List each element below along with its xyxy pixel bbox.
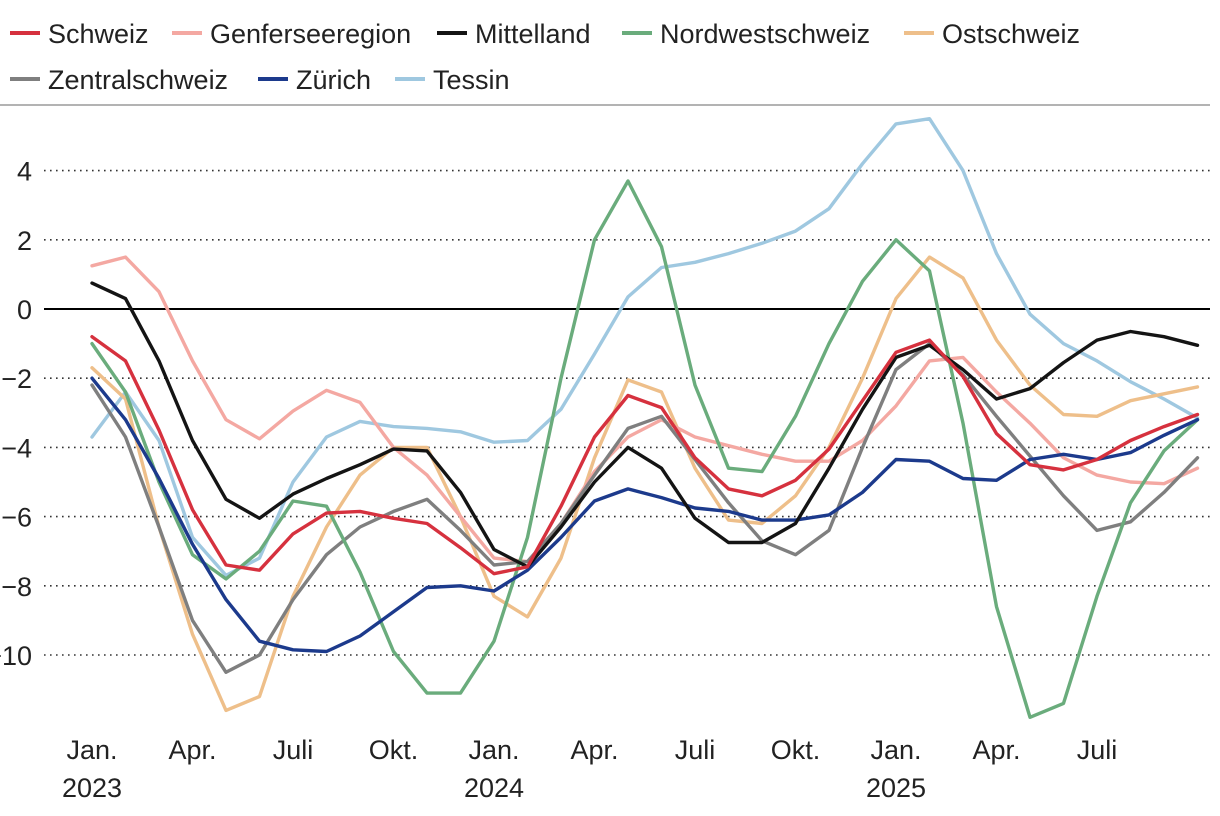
x-tick-label: Okt. xyxy=(369,735,419,765)
legend-label: Mittelland xyxy=(475,19,591,49)
y-tick-label: 4 xyxy=(17,157,32,187)
x-tick-year-label: 2025 xyxy=(866,773,926,803)
gridlines xyxy=(44,169,1210,656)
series-lines xyxy=(90,116,1200,719)
series-line-zentralschweiz xyxy=(90,341,1200,674)
y-tick-label: 0 xyxy=(17,295,32,325)
legend-label: Nordwestschweiz xyxy=(660,19,870,49)
x-tick-label: Apr. xyxy=(972,735,1020,765)
y-tick-label: −4 xyxy=(1,433,32,463)
series-line-z-rich xyxy=(90,376,1200,654)
y-tick-label: −8 xyxy=(1,572,32,602)
legend-item: Mittelland xyxy=(437,19,591,49)
y-tick-label: −2 xyxy=(1,364,32,394)
legend-label: Zürich xyxy=(296,65,371,95)
legend-item: Genferseeregion xyxy=(172,19,411,49)
legend-label: Genferseeregion xyxy=(210,19,411,49)
y-tick-label: −10 xyxy=(0,641,32,671)
legend-item: Zentralschweiz xyxy=(10,65,228,95)
x-tick-label: Juli xyxy=(273,735,314,765)
series-line-schweiz xyxy=(90,335,1200,576)
x-tick-label: Jan. xyxy=(870,735,921,765)
x-tick-label: Juli xyxy=(1077,735,1118,765)
x-tick-year-label: 2023 xyxy=(62,773,122,803)
x-tick-label: Jan. xyxy=(468,735,519,765)
legend-label: Ostschweiz xyxy=(942,19,1080,49)
legend: Schweiz Genferseeregion Mittelland Nordwest… xyxy=(10,19,1080,95)
series-line-genferseeregion xyxy=(90,255,1200,564)
series-line-mittelland xyxy=(90,281,1200,569)
y-axis-tick-labels: 4 2 0 −2 −4 −6 −8 −10 xyxy=(0,157,32,671)
legend-item: Tessin xyxy=(395,65,510,95)
x-tick-label: Apr. xyxy=(570,735,618,765)
legend-item: Nordwestschweiz xyxy=(622,19,870,49)
series-line-tessin xyxy=(90,116,1200,578)
x-tick-label: Apr. xyxy=(168,735,216,765)
legend-label: Schweiz xyxy=(48,19,149,49)
x-axis-tick-labels: Jan. 2023 Apr. Juli Okt. Jan. 2024 Apr. Juli Okt.… xyxy=(62,735,1117,803)
y-tick-label: −6 xyxy=(1,503,32,533)
series-line-ostschweiz xyxy=(90,255,1200,713)
legend-item: Ostschweiz xyxy=(904,19,1080,49)
series-line-nordwestschweiz xyxy=(90,179,1200,719)
y-tick-label: 2 xyxy=(17,226,32,256)
legend-item: Zürich xyxy=(258,65,371,95)
x-tick-label: Okt. xyxy=(771,735,821,765)
legend-item: Schweiz xyxy=(10,19,149,49)
x-tick-label: Jan. xyxy=(66,735,117,765)
x-tick-year-label: 2024 xyxy=(464,773,524,803)
legend-label: Zentralschweiz xyxy=(48,65,228,95)
legend-label: Tessin xyxy=(433,65,510,95)
x-tick-label: Juli xyxy=(675,735,716,765)
